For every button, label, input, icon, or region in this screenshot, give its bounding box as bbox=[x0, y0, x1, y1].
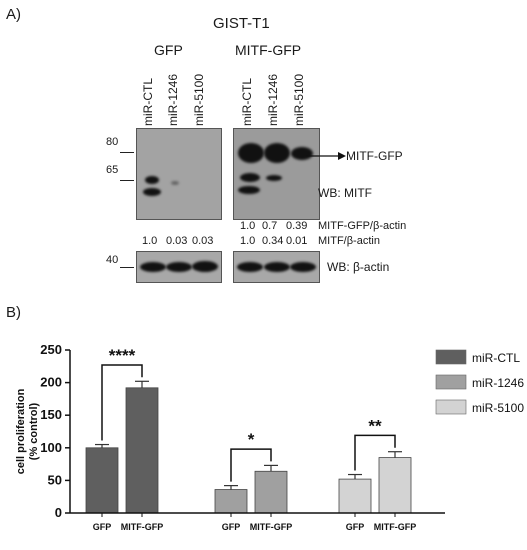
y-tick-label: 200 bbox=[40, 375, 62, 390]
ratio2-gfp-value: 0.03 bbox=[166, 235, 188, 247]
blot-band bbox=[143, 188, 161, 196]
western-blot-mitf-mitf-gfp-group bbox=[233, 128, 320, 220]
arrow-label-mitf-gfp: MITF-GFP bbox=[346, 149, 403, 163]
x-tick-label: GFP bbox=[93, 522, 112, 532]
y-tick-label: 0 bbox=[55, 505, 62, 520]
western-blot-actin-mitf-gfp-group bbox=[233, 251, 320, 283]
cell-line-title: GIST-T1 bbox=[213, 15, 270, 32]
ratio1-value: 1.0 bbox=[240, 220, 256, 232]
ratio1-value: 0.7 bbox=[262, 220, 278, 232]
mw-tick bbox=[120, 180, 134, 181]
significance-bracket bbox=[101, 364, 143, 441]
ratio2-gfp-value: 1.0 bbox=[142, 235, 158, 247]
mw-tick bbox=[120, 267, 134, 268]
group-label-gfp: GFP bbox=[154, 42, 183, 58]
lane-label: miR-CTL bbox=[141, 78, 155, 126]
bar bbox=[85, 447, 119, 514]
y-tick-label: 100 bbox=[40, 440, 62, 455]
y-tick-label: 150 bbox=[40, 407, 62, 422]
panel-a-label: A) bbox=[6, 6, 21, 23]
legend-label: miR-5100 bbox=[472, 401, 524, 415]
panel-b-label: B) bbox=[6, 304, 21, 321]
wb-actin-label: WB: β-actin bbox=[327, 260, 390, 274]
western-blot-mitf-gfp-group bbox=[136, 128, 222, 220]
x-tick-label: GFP bbox=[222, 522, 241, 532]
blot-band bbox=[290, 262, 316, 272]
ratio2-mitf-value: 0.34 bbox=[262, 235, 284, 247]
blot-band bbox=[291, 147, 313, 160]
bar bbox=[254, 470, 288, 514]
mw-marker-80: 80 bbox=[106, 136, 119, 148]
x-tick-label: GFP bbox=[346, 522, 365, 532]
x-tick-label: MITF-GFP bbox=[374, 522, 417, 532]
bar bbox=[378, 457, 412, 514]
ratio2-mitf-value: 0.01 bbox=[286, 235, 308, 247]
blot-band bbox=[140, 262, 166, 272]
ratio1-value: 0.39 bbox=[286, 220, 308, 232]
blot-band bbox=[166, 262, 192, 272]
mw-tick bbox=[120, 152, 134, 153]
lane-label: miR-5100 bbox=[292, 73, 306, 126]
ratio2-label: MITF/β-actin bbox=[318, 235, 380, 247]
x-tick-label: MITF-GFP bbox=[250, 522, 293, 532]
legend-label: miR-CTL bbox=[472, 351, 520, 365]
ratio2-gfp-value: 0.03 bbox=[192, 235, 214, 247]
legend-swatch bbox=[435, 374, 467, 390]
bar bbox=[125, 387, 159, 514]
ratio2-mitf-value: 1.0 bbox=[240, 235, 256, 247]
blot-band bbox=[192, 261, 218, 272]
significance-label: * bbox=[248, 430, 255, 449]
significance-label: **** bbox=[109, 346, 136, 365]
blot-band bbox=[238, 143, 264, 163]
mw-marker-65: 65 bbox=[106, 164, 119, 176]
lane-label: miR-1246 bbox=[166, 73, 180, 126]
lane-label: miR-CTL bbox=[240, 78, 254, 126]
lane-label: miR-5100 bbox=[192, 73, 206, 126]
blot-band bbox=[171, 181, 179, 185]
y-tick-label: 50 bbox=[48, 472, 62, 487]
blot-band bbox=[238, 186, 260, 194]
significance-bracket bbox=[230, 448, 272, 482]
mw-marker-40: 40 bbox=[106, 254, 119, 266]
legend-swatch bbox=[435, 399, 467, 415]
bar bbox=[214, 489, 248, 514]
wb-mitf-label: WB: MITF bbox=[318, 186, 372, 200]
group-label-mitf-gfp: MITF-GFP bbox=[235, 42, 302, 58]
blot-band bbox=[264, 262, 290, 272]
lane-label: miR-1246 bbox=[266, 73, 280, 126]
arrow-icon bbox=[306, 152, 346, 160]
blot-band bbox=[264, 143, 290, 163]
y-axis-label: cell proliferation(% control) bbox=[15, 388, 40, 474]
ratio1-label: MITF-GFP/β-actin bbox=[318, 220, 407, 232]
bar bbox=[338, 478, 372, 514]
blot-band bbox=[266, 175, 282, 181]
legend-swatch bbox=[435, 349, 467, 365]
x-tick-label: MITF-GFP bbox=[121, 522, 164, 532]
proliferation-bar-chart: 0 50 100 150 200 250 cell proliferation(% cont… bbox=[15, 342, 524, 532]
significance-bracket bbox=[354, 434, 396, 471]
blot-band bbox=[237, 262, 263, 272]
blot-band bbox=[240, 173, 260, 182]
legend-label: miR-1246 bbox=[472, 376, 524, 390]
blot-band bbox=[145, 176, 159, 184]
y-tick-label: 250 bbox=[40, 342, 62, 357]
significance-label: ** bbox=[368, 416, 382, 435]
western-blot-actin-gfp-group bbox=[136, 251, 222, 283]
